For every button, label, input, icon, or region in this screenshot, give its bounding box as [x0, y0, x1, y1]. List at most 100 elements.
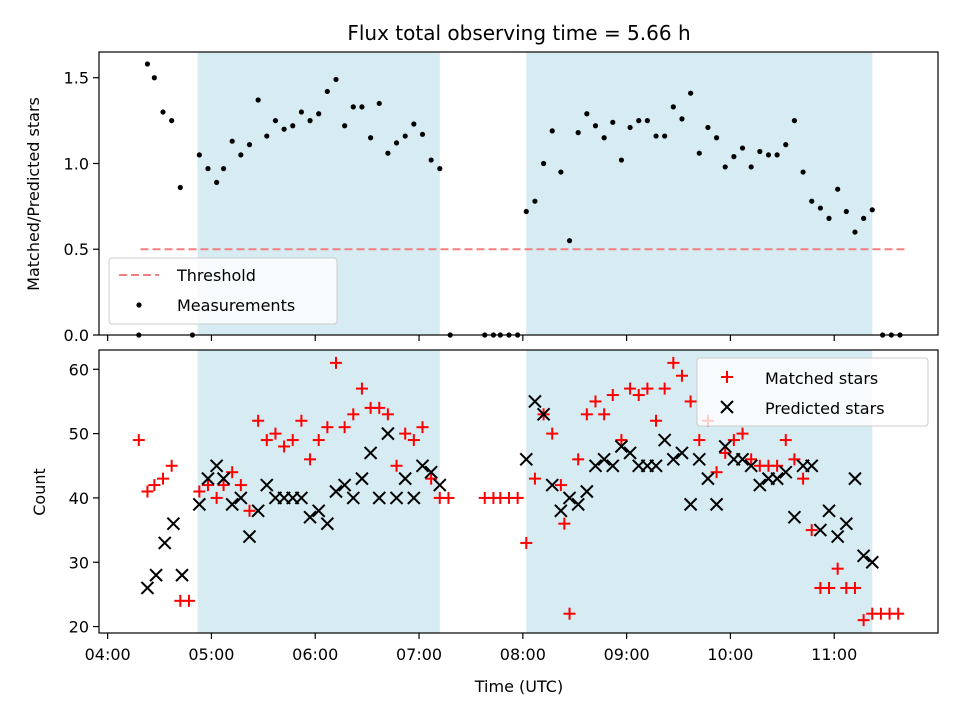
- measurement-point: [290, 123, 296, 129]
- observing-window-span: [526, 52, 873, 335]
- matched-star-point: [243, 504, 256, 517]
- legend-threshold-label: Threshold: [176, 266, 256, 285]
- x-tick-label: 11:00: [811, 645, 857, 664]
- measurement-point: [402, 133, 408, 139]
- measurement-point: [783, 142, 789, 148]
- measurement-point: [558, 169, 564, 175]
- bottom-x-axis-label: Time (UTC): [474, 677, 563, 696]
- y-tick-label: 1.5: [64, 69, 89, 88]
- predicted-star-point: [709, 497, 724, 512]
- predicted-star-point: [753, 478, 767, 492]
- matched-star-point: [580, 408, 593, 421]
- bottom-y-axis-label: Count: [30, 468, 49, 516]
- measurement-point: [774, 152, 780, 158]
- matched-star-point: [727, 434, 740, 447]
- predicted-star-point: [294, 491, 309, 505]
- predicted-star-point: [580, 484, 594, 499]
- matched-star-point: [624, 382, 637, 395]
- matched-star-point: [252, 414, 265, 427]
- matched-star-point: [234, 479, 247, 492]
- y-tick-label: 1.0: [64, 154, 89, 173]
- x-tick-label: 04:00: [85, 645, 131, 664]
- legend-matched-label: Matched stars: [765, 369, 878, 388]
- matched-star-point: [528, 472, 541, 485]
- bottom-y-axis: 20 30 40 50 60: [69, 360, 99, 637]
- predicted-star-point: [536, 407, 551, 422]
- measurement-point: [653, 133, 659, 139]
- matched-star-point: [304, 453, 317, 466]
- matched-star-point: [831, 562, 844, 575]
- matched-star-point: [719, 446, 732, 459]
- matched-star-point: [745, 453, 758, 466]
- predicted-star-point: [848, 471, 862, 486]
- predicted-star-point: [813, 523, 828, 537]
- matched-star-point: [373, 401, 386, 414]
- predicted-star-point: [623, 446, 637, 460]
- matched-star-point: [148, 479, 161, 492]
- matched-star-point: [667, 356, 680, 369]
- matched-star-point: [286, 434, 299, 447]
- x-tick-label: 05:00: [188, 645, 234, 664]
- predicted-star-point: [649, 459, 663, 473]
- matched-star-point: [407, 434, 420, 447]
- predicted-star-point: [701, 471, 715, 486]
- measurement-point: [739, 145, 746, 151]
- matched-star-point: [201, 479, 214, 492]
- matched-star-point: [598, 408, 611, 421]
- predicted-star-point: [251, 504, 265, 518]
- measurement-point: [333, 76, 339, 83]
- matched-star-point: [321, 421, 334, 434]
- predicted-star-point: [303, 510, 317, 524]
- measurement-point: [437, 166, 443, 172]
- predicted-star-point: [337, 478, 352, 492]
- measurement-point: [696, 150, 702, 156]
- bottom-panel: 20 30 40 50 60 04:00 05:00 06:00 07:00 08:00 09:0…: [30, 349, 939, 696]
- predicted-star-point: [528, 394, 542, 409]
- predicted-star-point: [424, 465, 438, 479]
- predicted-star-point: [597, 452, 611, 467]
- matched-star-point: [606, 389, 619, 402]
- measurement-point: [826, 215, 832, 221]
- bottom-legend-box: [696, 357, 929, 427]
- matched-star-point: [295, 414, 308, 427]
- measurement-point: [205, 166, 211, 172]
- measurement-point: [601, 135, 607, 141]
- predicted-star-point: [225, 497, 239, 512]
- predicted-star-point: [519, 452, 533, 467]
- matched-star-point: [823, 581, 836, 594]
- matched-star-point: [736, 427, 749, 440]
- predicted-star-point: [175, 568, 189, 582]
- measurement-point: [144, 61, 151, 67]
- top-measurements-layer: [136, 61, 903, 338]
- matched-star-point: [650, 414, 663, 427]
- measurement-point: [584, 111, 590, 117]
- matched-star-point: [381, 408, 394, 421]
- legend-measurements-swatch: [136, 302, 142, 308]
- top-panel: 0.0 0.5 1.0 1.5 Matched/Predicted stars Thr…: [24, 51, 939, 345]
- measurement-point: [350, 104, 356, 110]
- predicted-star-point: [166, 516, 181, 531]
- predicted-star-point: [234, 491, 248, 505]
- measurement-point: [238, 152, 244, 158]
- measurement-point: [688, 90, 694, 96]
- bottom-x-axis: 04:00 05:00 06:00 07:00 08:00 09:00 10:00 11:00: [85, 633, 857, 664]
- measurement-point: [376, 100, 382, 107]
- predicted-star-point: [329, 484, 343, 499]
- predicted-star-point: [346, 491, 361, 505]
- measurement-point: [393, 140, 400, 146]
- matched-star-point: [563, 607, 576, 620]
- measurement-point: [757, 148, 763, 155]
- top-y-axis-label: Matched/Predicted stars: [24, 97, 43, 291]
- y-tick-label: 0.5: [64, 240, 89, 259]
- y-tick-label: 50: [69, 425, 89, 444]
- measurement-point: [809, 198, 815, 204]
- matched-star-point: [141, 485, 154, 498]
- matched-star-point: [675, 369, 688, 382]
- predicted-star-point: [779, 465, 793, 479]
- measurement-point: [800, 169, 806, 175]
- top-y-axis: 0.0 0.5 1.0 1.5: [64, 69, 99, 345]
- measurement-point: [255, 97, 261, 103]
- matched-star-point: [355, 382, 368, 395]
- matched-star-point: [312, 434, 325, 447]
